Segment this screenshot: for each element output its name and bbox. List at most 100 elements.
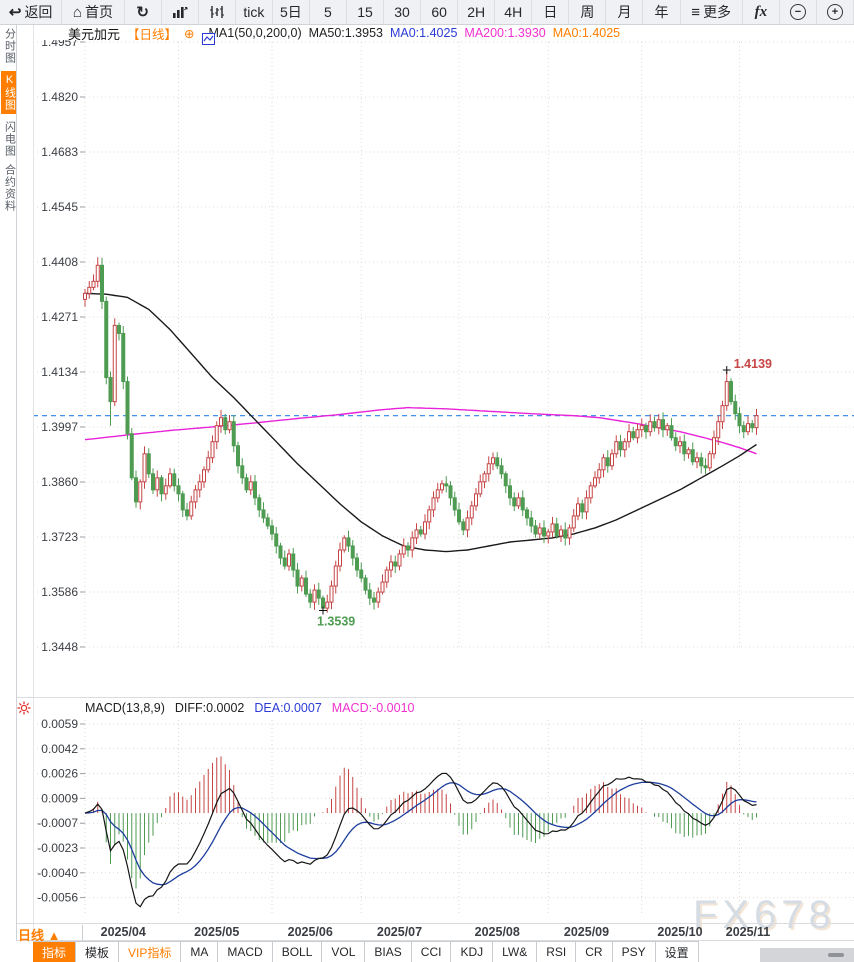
candle xyxy=(316,589,321,599)
tab-MA[interactable]: MA xyxy=(181,942,219,962)
candle xyxy=(180,493,185,511)
candle xyxy=(571,515,576,529)
tab-RSI[interactable]: RSI xyxy=(537,942,577,962)
symbol-name: 美元加元 xyxy=(68,26,121,42)
candle xyxy=(720,405,725,423)
candle xyxy=(431,497,436,511)
toolbar-h4-button[interactable]: 4H xyxy=(495,0,533,24)
ma-settings-label: MA1(50,0,200,0) xyxy=(208,26,302,40)
candle xyxy=(189,501,194,517)
horizontal-scrollbar[interactable] xyxy=(760,948,854,962)
toolbar-tick-button[interactable]: tick xyxy=(236,0,273,24)
candle xyxy=(287,553,291,567)
candle xyxy=(478,481,483,495)
tab-模板[interactable]: 模板 xyxy=(76,942,120,962)
candle xyxy=(155,477,160,491)
candle xyxy=(703,465,708,469)
scrollbar-thumb[interactable] xyxy=(828,953,844,957)
tab-VOL[interactable]: VOL xyxy=(322,942,366,962)
tab-KDJ[interactable]: KDJ xyxy=(451,942,494,962)
candle xyxy=(665,425,670,431)
sidebar-item-3[interactable]: 合约资料 xyxy=(3,164,16,212)
candle xyxy=(546,531,551,537)
toolbar-m60-button[interactable]: 60 xyxy=(421,0,459,24)
candle xyxy=(542,527,546,537)
toolbar-zoom-out-icon[interactable]: − xyxy=(780,0,817,24)
sidebar-item-1[interactable]: K线图 xyxy=(0,71,16,114)
chart-type-sidebar: 分时图 K线图闪电图合约资料 xyxy=(0,24,17,941)
tab-LW&[interactable]: LW& xyxy=(493,942,538,962)
candle xyxy=(125,381,130,435)
sidebar-item-0[interactable]: 分时图 xyxy=(3,28,16,64)
candle xyxy=(299,577,304,587)
candle xyxy=(601,457,606,471)
toolbar-line-chart-icon[interactable] xyxy=(162,0,199,24)
macd-axis-label: -0.0023 xyxy=(37,841,78,855)
candle xyxy=(414,529,419,539)
candle xyxy=(87,286,92,294)
tab-指标[interactable]: 指标 xyxy=(33,942,77,962)
candle xyxy=(716,421,721,439)
tabbar-top-border xyxy=(0,940,854,941)
tab-CCI[interactable]: CCI xyxy=(412,942,452,962)
toolbar-year-button[interactable]: 年 xyxy=(643,0,681,24)
toolbar-m5-button[interactable]: 5 xyxy=(310,0,347,24)
main-price-chart[interactable]: 1.4957 1.4820 1.4683 1.4545 1.4408 1.4271 1.41… xyxy=(17,40,854,698)
chart-header: 美元加元 【日线】 ⊕ MA1(50,0,200,0) MA50:1.3953 … xyxy=(68,25,620,45)
period-selector[interactable]: 日线 ▲ xyxy=(18,925,83,943)
toolbar-5d-button[interactable]: 5日 xyxy=(273,0,310,24)
toolbar-week-button[interactable]: 周 xyxy=(569,0,607,24)
tab-VIP指标[interactable]: VIP指标 xyxy=(119,942,182,962)
low-cross-marker xyxy=(319,606,327,615)
toolbar-m15-label: 15 xyxy=(357,4,373,20)
candle xyxy=(444,483,449,487)
candle xyxy=(690,449,695,463)
toolbar-m30-label: 30 xyxy=(394,4,410,20)
toolbar-back-button[interactable]: ↩ 返回 xyxy=(0,0,63,24)
tab-BIAS[interactable]: BIAS xyxy=(365,942,412,962)
tab-PSY[interactable]: PSY xyxy=(613,942,656,962)
candle xyxy=(282,557,287,567)
macd-settings-gear-icon[interactable] xyxy=(17,701,32,715)
candle xyxy=(214,425,219,443)
candle xyxy=(639,425,644,431)
sidebar-item-2[interactable]: 闪电图 xyxy=(3,121,16,157)
toolbar-more-button[interactable]: ≡ 更多 xyxy=(681,0,743,24)
candle xyxy=(737,413,742,427)
diff-line xyxy=(84,772,757,908)
toolbar-zoom-in-icon[interactable]: + xyxy=(817,0,854,24)
tab-MACD[interactable]: MACD xyxy=(218,942,273,962)
candle xyxy=(712,437,716,455)
toolbar-m15-button[interactable]: 15 xyxy=(347,0,385,24)
toolbar-day-button[interactable]: 日 xyxy=(532,0,570,24)
xaxis-top-border xyxy=(17,923,854,924)
candle xyxy=(257,497,262,511)
macd-panel[interactable]: 0.0059 0.0042 0.0026 0.0009 -0.0007 -0.0023 -0… xyxy=(17,716,854,924)
tab-设置[interactable]: 设置 xyxy=(656,942,699,962)
toolbar-fx-button[interactable]: fx xyxy=(743,0,780,24)
toolbar-h2-button[interactable]: 2H xyxy=(458,0,496,24)
candle xyxy=(520,497,525,511)
candle xyxy=(355,557,359,571)
toolbar-refresh-icon[interactable]: ↻ xyxy=(125,0,162,24)
macd-hist-value: MACD:-0.0010 xyxy=(331,701,415,715)
period-badge[interactable]: 【日线】 xyxy=(127,27,178,42)
candle xyxy=(525,509,529,519)
tab-CR[interactable]: CR xyxy=(576,942,613,962)
toolbar-month-button[interactable]: 月 xyxy=(606,0,644,24)
candle xyxy=(588,485,593,499)
toolbar-candle-chart-icon[interactable] xyxy=(199,0,236,24)
tab-BOLL[interactable]: BOLL xyxy=(273,942,323,962)
candle xyxy=(733,401,738,415)
add-indicator-icon[interactable]: ⊕ xyxy=(184,26,195,41)
toolbar-m30-button[interactable]: 30 xyxy=(384,0,422,24)
candle xyxy=(367,589,372,599)
candle xyxy=(295,569,300,587)
candle xyxy=(695,457,699,463)
candle xyxy=(363,577,368,591)
candle xyxy=(512,497,517,507)
toolbar-home-button[interactable]: ⌂ 首页 xyxy=(62,0,125,24)
price-axis-label: 1.4545 xyxy=(41,200,78,214)
candle xyxy=(129,433,134,479)
toolbar-month-label: 月 xyxy=(617,4,632,20)
